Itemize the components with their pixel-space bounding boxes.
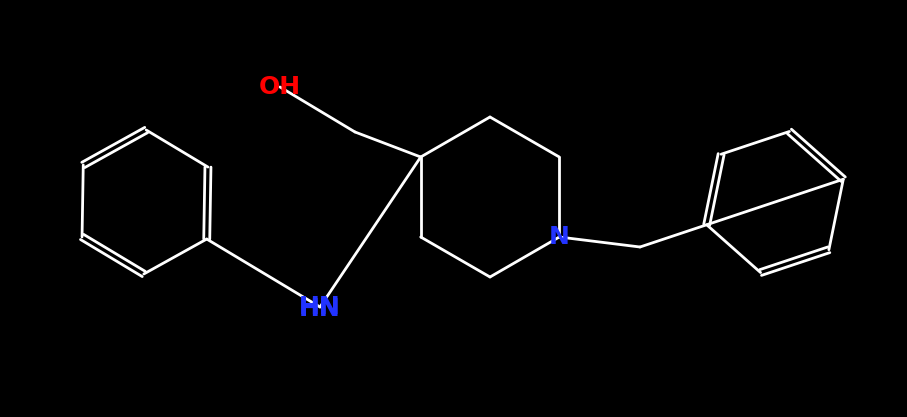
Text: OH: OH (258, 75, 301, 99)
Text: HN: HN (299, 295, 341, 319)
Text: HN: HN (299, 297, 341, 321)
Text: N: N (549, 225, 570, 249)
